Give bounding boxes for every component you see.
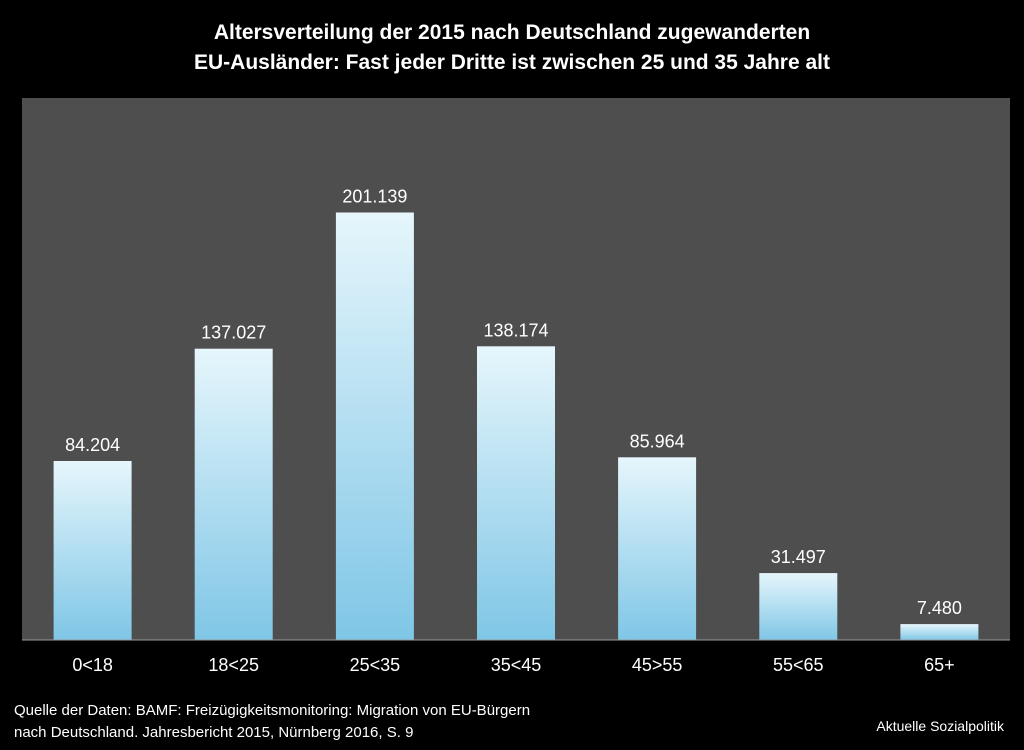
x-tick-label-25<35: 25<35	[350, 655, 401, 675]
x-tick-label-65+: 65+	[924, 655, 955, 675]
x-tick-label-18<25: 18<25	[208, 655, 259, 675]
x-tick-label-0<18: 0<18	[72, 655, 113, 675]
publisher-label: Aktuelle Sozialpolitik	[876, 718, 1004, 734]
data-label-35<45: 138.174	[483, 320, 548, 340]
source-line-1: Quelle der Daten: BAMF: Freizügigkeitsmo…	[14, 702, 531, 719]
chart-title-line-1: Altersverteilung der 2015 nach Deutschla…	[213, 21, 811, 44]
source-note: Quelle der Daten: BAMF: Freizügigkeitsmo…	[14, 700, 530, 744]
bar-25<35	[335, 212, 414, 640]
x-tick-label-45>55: 45>55	[632, 655, 683, 675]
data-label-25<35: 201.139	[342, 187, 407, 207]
bar-18<25	[194, 348, 273, 640]
data-label-18<25: 137.027	[201, 323, 266, 343]
data-label-55<65: 31.497	[771, 547, 826, 567]
bar-55<65	[759, 573, 838, 640]
data-label-65+: 7.480	[917, 598, 962, 618]
bar-45>55	[618, 457, 697, 640]
data-label-0<18: 84.204	[65, 435, 120, 455]
data-label-45>55: 85.964	[630, 431, 685, 451]
bar-0<18	[53, 461, 132, 640]
bar-35<45	[477, 346, 555, 640]
chart-title: Altersverteilung der 2015 nach Deutschla…	[0, 18, 1024, 78]
x-tick-label-55<65: 55<65	[773, 655, 824, 675]
source-line-2: nach Deutschland. Jahresbericht 2015, Nü…	[14, 724, 414, 741]
x-tick-label-35<45: 35<45	[491, 655, 542, 675]
chart-title-line-2: EU-Ausländer: Fast jeder Dritte ist zwis…	[193, 51, 831, 74]
bar-65+	[900, 624, 979, 640]
